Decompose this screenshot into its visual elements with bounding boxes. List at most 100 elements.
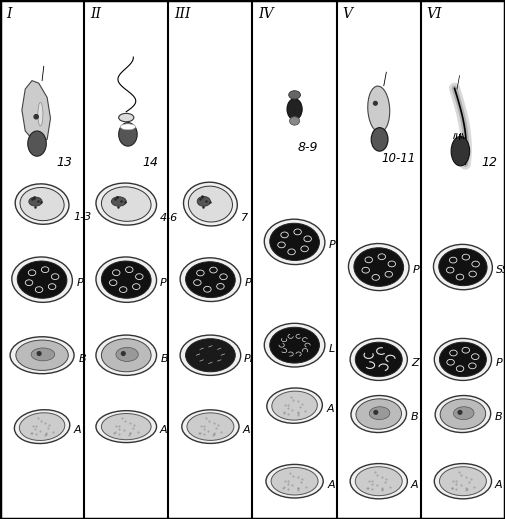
Ellipse shape [38,102,43,126]
Ellipse shape [15,184,69,224]
Ellipse shape [185,262,235,297]
Text: B: B [411,413,418,422]
Ellipse shape [120,124,135,130]
Ellipse shape [264,323,325,367]
Text: VI: VI [427,7,442,21]
Text: 10-11: 10-11 [382,153,416,166]
Text: 12: 12 [481,156,497,169]
Ellipse shape [182,410,239,443]
Text: A: A [327,404,334,414]
Ellipse shape [354,248,403,286]
Text: II: II [90,7,101,21]
Ellipse shape [440,399,486,429]
Text: 13: 13 [57,156,72,169]
Ellipse shape [271,468,318,495]
Ellipse shape [348,243,409,291]
Text: SS: SS [496,265,505,276]
Ellipse shape [266,465,323,498]
Ellipse shape [183,182,237,226]
Text: A: A [411,480,418,489]
Ellipse shape [96,335,157,375]
Text: P: P [160,278,167,288]
Ellipse shape [31,348,55,361]
Ellipse shape [14,409,70,444]
Ellipse shape [289,91,300,99]
Ellipse shape [119,122,137,146]
Ellipse shape [102,414,151,440]
Ellipse shape [188,186,232,222]
Ellipse shape [187,413,234,441]
Ellipse shape [270,223,320,261]
Ellipse shape [369,407,390,420]
Ellipse shape [453,407,474,420]
Ellipse shape [102,187,151,221]
Text: 1-3: 1-3 [73,212,91,222]
Ellipse shape [111,197,126,206]
Ellipse shape [439,249,487,285]
Text: Z: Z [412,358,419,368]
Text: A: A [495,480,502,489]
Ellipse shape [264,219,325,265]
Ellipse shape [185,339,235,372]
Ellipse shape [451,136,470,166]
Text: B: B [78,353,86,364]
Ellipse shape [439,342,486,377]
Text: 7: 7 [241,213,248,223]
Ellipse shape [289,117,299,125]
Circle shape [34,115,38,119]
Ellipse shape [434,463,491,499]
Text: A: A [160,425,168,435]
Ellipse shape [356,342,402,377]
Ellipse shape [119,113,134,122]
Text: PI: PI [244,353,254,364]
Text: I: I [6,7,12,21]
Text: IV: IV [259,7,274,21]
Text: III: III [174,7,191,21]
Ellipse shape [433,244,492,290]
Text: V: V [342,7,352,21]
Text: P: P [329,240,336,250]
Ellipse shape [180,335,241,375]
Ellipse shape [368,86,390,132]
Circle shape [37,352,41,356]
Ellipse shape [287,99,302,120]
Text: P: P [245,278,251,288]
Ellipse shape [20,187,64,221]
Ellipse shape [19,413,65,441]
Ellipse shape [96,411,157,443]
Ellipse shape [29,197,42,206]
Ellipse shape [270,327,320,363]
Ellipse shape [28,131,46,156]
Text: A: A [74,425,82,435]
Ellipse shape [116,347,138,361]
Circle shape [374,101,377,105]
Text: A: A [327,480,335,489]
Text: P: P [413,265,419,276]
Ellipse shape [272,391,317,420]
Text: B: B [161,353,168,364]
Ellipse shape [356,467,402,496]
Text: 4-6: 4-6 [160,213,178,223]
Ellipse shape [10,337,74,374]
Ellipse shape [371,128,388,151]
Ellipse shape [435,395,491,432]
Ellipse shape [12,257,72,303]
Circle shape [458,411,462,414]
Ellipse shape [96,257,157,303]
Ellipse shape [102,261,151,298]
Text: 14: 14 [142,156,158,169]
Text: P: P [77,278,83,288]
Circle shape [121,352,125,356]
Polygon shape [22,80,50,144]
Ellipse shape [267,388,322,424]
Text: P: P [496,358,502,368]
Ellipse shape [17,261,67,298]
Text: L: L [329,344,335,353]
Ellipse shape [197,197,211,207]
Text: B: B [495,413,502,422]
Ellipse shape [350,338,408,380]
Ellipse shape [102,339,151,372]
Text: 8-9: 8-9 [297,141,318,154]
Ellipse shape [434,338,491,380]
Circle shape [374,411,378,414]
